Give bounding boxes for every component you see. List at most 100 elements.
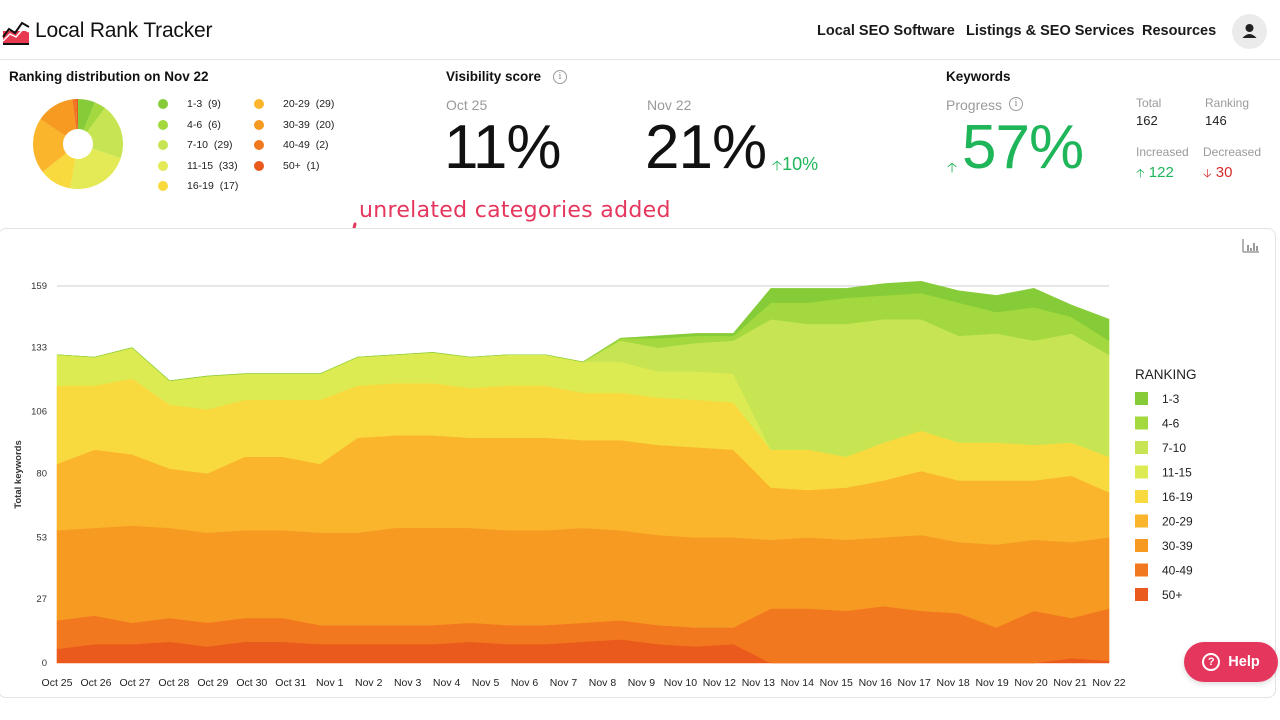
legend-label: 1-3	[187, 98, 209, 110]
legend-label-4-6[interactable]: 4-6	[1162, 417, 1180, 431]
x-tick-label: Oct 31	[275, 677, 306, 689]
legend-title: RANKING	[1135, 367, 1197, 382]
legend-label-16-19[interactable]: 16-19	[1162, 490, 1193, 504]
distribution-legend-item: 11-15 (33)	[158, 160, 238, 172]
legend-swatch-30-39[interactable]	[1135, 539, 1148, 552]
help-button[interactable]: ? Help	[1184, 642, 1278, 682]
info-icon[interactable]: i	[553, 70, 567, 84]
distribution-legend-item: 1-3 (9)	[158, 98, 221, 110]
x-tick-label: Oct 26	[80, 677, 111, 689]
x-tick-label: Nov 18	[937, 677, 970, 689]
ranking-chart-card: 0 27 53 80 106 133 159 Total keywords Oct 25 Oct …	[0, 228, 1276, 698]
legend-color-dot	[158, 140, 168, 150]
distribution-title: Ranking distribution on Nov 22	[9, 69, 209, 84]
y-tick-label: 106	[31, 407, 47, 418]
distribution-legend-item: 50+ (1)	[254, 160, 320, 172]
ranking-area-chart: 0 27 53 80 106 133 159 Total keywords Oct 25 Oct …	[13, 239, 1259, 689]
legend-count: (9)	[208, 98, 221, 110]
increased-value-group: 🡡 122	[1136, 164, 1174, 185]
help-label: Help	[1228, 654, 1260, 670]
legend-color-dot	[158, 99, 168, 109]
visibility-start-value: 11%	[444, 113, 561, 182]
nav-resources[interactable]: Resources	[1142, 23, 1217, 39]
legend-label-30-39[interactable]: 30-39	[1162, 539, 1193, 553]
donut-slice-16-19[interactable]	[42, 153, 76, 189]
arrow-up-icon: 🡡	[947, 159, 958, 175]
increased-label: Increased	[1136, 145, 1189, 159]
legend-swatch-20-29[interactable]	[1135, 514, 1148, 528]
legend-label-50+[interactable]: 50+	[1162, 588, 1182, 602]
total-label: Total	[1136, 96, 1162, 110]
legend-label-1-3[interactable]: 1-3	[1162, 392, 1180, 406]
x-tick-label: Nov 12	[703, 677, 736, 689]
y-tick-label: 27	[36, 594, 47, 605]
x-tick-label: Nov 14	[781, 677, 814, 689]
decreased-value: 30	[1215, 164, 1233, 181]
legend-label: 4-6	[187, 118, 209, 131]
distribution-legend-item: 20-29 (29)	[254, 98, 334, 110]
legend-swatch-50+[interactable]	[1135, 588, 1148, 601]
brand-name[interactable]: Local Rank Tracker	[35, 19, 213, 42]
legend-color-dot	[158, 160, 168, 171]
donut-slice-20-29[interactable]	[33, 119, 67, 172]
donut-slice-30-39[interactable]	[40, 99, 77, 136]
nav-local-seo-software[interactable]: Local SEO Software	[817, 23, 955, 39]
legend-swatch-4-6[interactable]	[1135, 416, 1148, 430]
x-tick-label: Oct 28	[158, 677, 189, 689]
legend-count: (6)	[208, 118, 221, 131]
legend-label: 7-10	[187, 139, 214, 151]
legend-count: (2)	[315, 139, 329, 151]
increased-value: 122	[1148, 164, 1174, 181]
legend-label: 40-49	[283, 139, 316, 151]
ranking-label: Ranking	[1205, 96, 1250, 110]
distribution-legend-item: 40-49 (2)	[254, 139, 329, 151]
legend-color-dot	[254, 160, 264, 171]
y-tick-label: 0	[42, 658, 47, 669]
donut-slice-1-3[interactable]	[78, 99, 95, 131]
donut-slice-50+[interactable]	[76, 99, 78, 130]
legend-color-dot	[158, 181, 168, 191]
area-series-1-3[interactable]	[56, 280, 1110, 382]
legend-count: (33)	[218, 159, 238, 172]
donut-slice-11-15[interactable]	[70, 148, 121, 189]
y-tick-label: 53	[36, 532, 47, 543]
legend-count: (17)	[219, 180, 239, 192]
legend-swatch-40-49[interactable]	[1135, 563, 1148, 577]
x-tick-label: Nov 15	[820, 677, 853, 689]
donut-slice-4-6[interactable]	[83, 102, 106, 133]
top-navigation-bar: Local Rank Tracker Local SEO Software Li…	[0, 0, 1280, 60]
visibility-end-value: 21%	[645, 113, 767, 182]
info-icon[interactable]: i	[1009, 97, 1023, 111]
x-tick-label: Nov 9	[628, 677, 656, 689]
legend-label: 20-29	[283, 98, 316, 110]
keywords-title: Keywords	[946, 69, 1011, 84]
legend-label: 11-15	[187, 159, 219, 172]
legend-swatch-7-10[interactable]	[1135, 441, 1148, 454]
legend-swatch-16-19[interactable]	[1135, 490, 1148, 503]
legend-label-40-49[interactable]: 40-49	[1162, 564, 1193, 578]
donut-slice-40-49[interactable]	[72, 99, 78, 130]
legend-count: (1)	[306, 159, 320, 172]
nav-listings-seo-services[interactable]: Listings & SEO Services	[966, 23, 1135, 39]
x-tick-label: Nov 1	[316, 677, 344, 689]
legend-label-11-15[interactable]: 11-15	[1162, 466, 1192, 480]
legend-label-7-10[interactable]: 7-10	[1162, 441, 1186, 455]
logo-icon[interactable]	[2, 17, 30, 45]
x-tick-label: Nov 19	[975, 677, 1008, 689]
x-tick-label: Nov 7	[550, 677, 578, 689]
y-tick-label: 159	[31, 281, 47, 292]
legend-label-20-29[interactable]: 20-29	[1162, 515, 1193, 529]
legend-count: (29)	[315, 98, 335, 110]
x-tick-label: Nov 8	[589, 677, 617, 689]
distribution-legend-item: 16-19 (17)	[158, 180, 238, 192]
progress-value: 57%	[962, 113, 1084, 182]
x-tick-label: Nov 20	[1014, 677, 1047, 689]
x-tick-label: Nov 6	[511, 677, 539, 689]
legend-swatch-11-15[interactable]	[1135, 465, 1148, 479]
y-axis-label: Total keywords	[13, 440, 24, 508]
visibility-delta: 🡡10%	[772, 154, 818, 179]
bar-chart-icon[interactable]	[1242, 239, 1259, 253]
account-button[interactable]	[1232, 14, 1267, 49]
legend-swatch-1-3[interactable]	[1135, 392, 1148, 405]
donut-slice-7-10[interactable]	[87, 108, 123, 159]
